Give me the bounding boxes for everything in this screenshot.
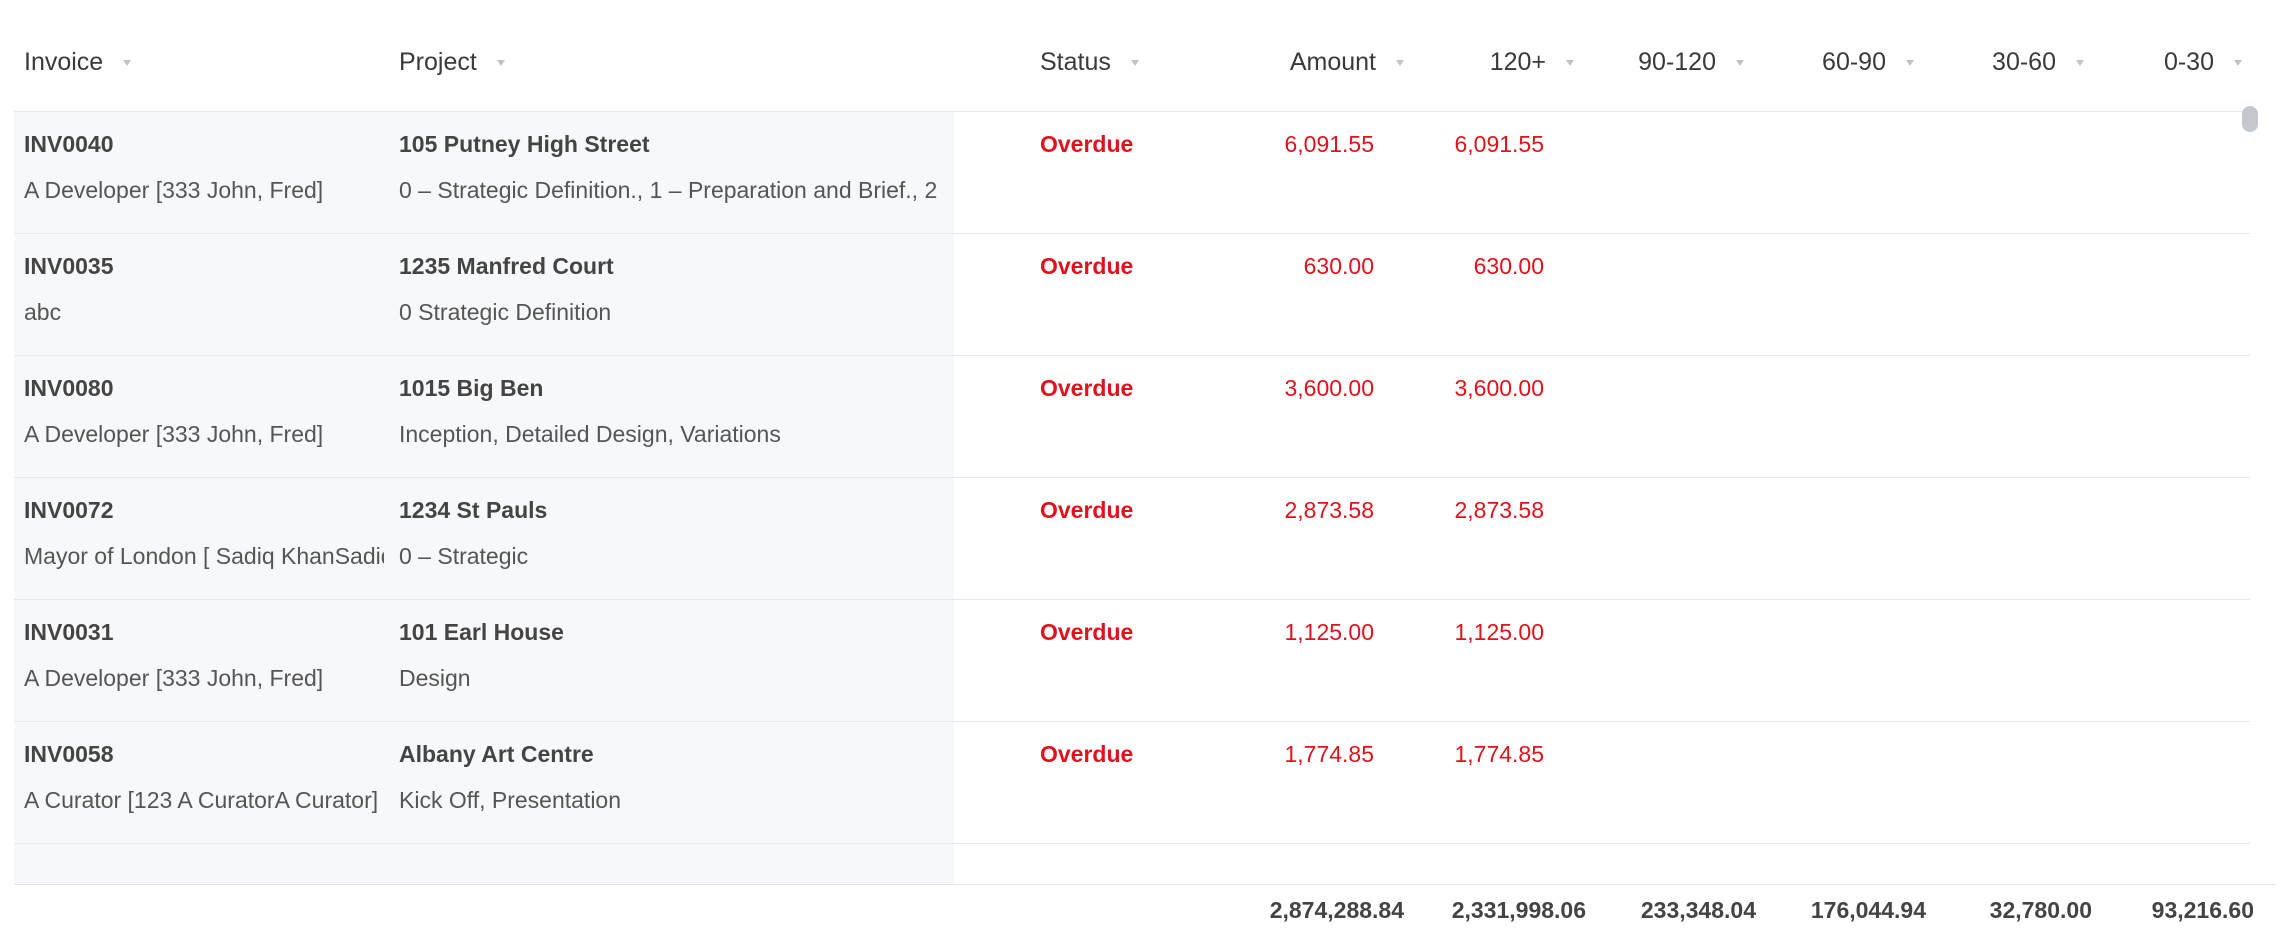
column-header-30-60-label: 30-60: [1992, 47, 2056, 76]
bucket-120-plus-value: 1,774.85: [1454, 741, 1544, 767]
amount-value: 1,125.00: [1284, 619, 1374, 645]
column-header-invoice[interactable]: Invoice: [24, 44, 132, 80]
sort-icon[interactable]: [1130, 60, 1139, 66]
amount-value: 2,873.58: [1284, 497, 1374, 523]
project-stages: 0 – Strategic: [399, 543, 529, 569]
column-header-status-label: Status: [1040, 47, 1111, 76]
table-body: INV0040 A Developer [333 John, Fred] 105…: [14, 112, 2250, 844]
project-name[interactable]: 105 Putney High Street: [399, 131, 650, 157]
bucket-120-plus-value: 1,125.00: [1454, 619, 1544, 645]
table-row[interactable]: INV0035 abc 1235 Manfred Court 0 Strateg…: [14, 234, 2250, 356]
client-name: A Curator [123 A CuratorA Curator]: [24, 787, 379, 813]
column-header-project[interactable]: Project: [399, 44, 505, 80]
totals-row: 2,874,288.84 2,331,998.06 233,348.04 176…: [14, 884, 2276, 940]
row-shade: [14, 600, 954, 721]
status-badge: Overdue: [1040, 253, 1134, 279]
bucket-120-plus-value: 3,600.00: [1454, 375, 1544, 401]
total-30-60: 32,780.00: [1989, 897, 2092, 923]
row-shade: [14, 234, 954, 355]
vertical-scrollbar-thumb[interactable]: [2242, 106, 2258, 132]
row-shade: [14, 356, 954, 477]
column-header-60-90-label: 60-90: [1822, 47, 1886, 76]
project-name[interactable]: Albany Art Centre: [399, 741, 594, 767]
status-badge: Overdue: [1040, 741, 1134, 767]
status-badge: Overdue: [1040, 131, 1134, 157]
invoice-number[interactable]: INV0031: [24, 619, 114, 645]
amount-value: 6,091.55: [1284, 131, 1374, 157]
sort-icon[interactable]: [496, 60, 505, 66]
table-row[interactable]: INV0080 A Developer [333 John, Fred] 101…: [14, 356, 2250, 478]
sort-icon[interactable]: [1566, 60, 1574, 66]
project-name[interactable]: 1235 Manfred Court: [399, 253, 614, 279]
aged-receivables-table: Invoice Project Status Amount 120+ 90-12…: [14, 0, 2276, 940]
sort-icon[interactable]: [2076, 60, 2084, 66]
amount-value: 630.00: [1303, 253, 1374, 279]
sort-icon[interactable]: [2234, 60, 2242, 66]
amount-value: 3,600.00: [1284, 375, 1374, 401]
status-badge: Overdue: [1040, 375, 1134, 401]
project-stages: Design: [399, 665, 471, 691]
total-0-30: 93,216.60: [2151, 897, 2254, 923]
invoice-number[interactable]: INV0072: [24, 497, 114, 523]
row-shade: [14, 722, 954, 843]
column-header-90-120[interactable]: 90-120: [1584, 44, 1744, 80]
client-name: abc: [24, 299, 62, 325]
client-name: A Developer [333 John, Fred]: [24, 421, 324, 447]
project-stages: 0 Strategic Definition: [399, 299, 612, 325]
column-header-amount-label: Amount: [1289, 47, 1376, 76]
row-shade: [14, 478, 954, 599]
column-header-30-60[interactable]: 30-60: [1924, 44, 2084, 80]
sort-icon[interactable]: [123, 60, 132, 66]
bucket-120-plus-value: 6,091.55: [1454, 131, 1544, 157]
table-row[interactable]: INV0031 A Developer [333 John, Fred] 101…: [14, 600, 2250, 722]
amount-value: 1,774.85: [1284, 741, 1374, 767]
column-header-0-30[interactable]: 0-30: [2094, 44, 2242, 80]
table-header: Invoice Project Status Amount 120+ 90-12…: [14, 0, 2250, 112]
total-amount: 2,874,288.84: [1269, 897, 1404, 923]
column-header-120-plus[interactable]: 120+: [1414, 44, 1574, 80]
project-stages: 0 – Strategic Definition., 1 – Preparati…: [399, 177, 938, 203]
column-header-60-90[interactable]: 60-90: [1754, 44, 1914, 80]
invoice-number[interactable]: INV0035: [24, 253, 114, 279]
project-name[interactable]: 101 Earl House: [399, 619, 564, 645]
column-header-amount[interactable]: Amount: [1194, 44, 1404, 80]
invoice-number[interactable]: INV0058: [24, 741, 114, 767]
project-name[interactable]: 1015 Big Ben: [399, 375, 544, 401]
total-60-90: 176,044.94: [1810, 897, 1926, 923]
project-stages: Inception, Detailed Design, Variations: [399, 421, 781, 447]
bucket-120-plus-value: 630.00: [1473, 253, 1544, 279]
invoice-number[interactable]: INV0080: [24, 375, 114, 401]
client-name: A Developer [333 John, Fred]: [24, 177, 324, 203]
total-90-120: 233,348.04: [1640, 897, 1756, 923]
table-row[interactable]: INV0058 A Curator [123 A CuratorA Curato…: [14, 722, 2250, 844]
column-header-status[interactable]: Status: [1040, 44, 1139, 80]
project-name[interactable]: 1234 St Pauls: [399, 497, 548, 523]
row-shade: [14, 844, 954, 884]
table-row[interactable]: INV0072 Mayor of London [ Sadiq KhanSadi…: [14, 478, 2250, 600]
column-header-0-30-label: 0-30: [2163, 47, 2214, 76]
table-row[interactable]: INV0040 A Developer [333 John, Fred] 105…: [14, 112, 2250, 234]
column-header-90-120-label: 90-120: [1638, 47, 1716, 76]
column-header-invoice-label: Invoice: [24, 47, 104, 76]
bucket-120-plus-value: 2,873.58: [1454, 497, 1544, 523]
column-header-120-plus-label: 120+: [1489, 47, 1546, 76]
row-shade: [14, 112, 954, 233]
status-badge: Overdue: [1040, 619, 1134, 645]
project-stages: Kick Off, Presentation: [399, 787, 622, 813]
sort-icon[interactable]: [1736, 60, 1744, 66]
client-name: A Developer [333 John, Fred]: [24, 665, 324, 691]
sort-icon[interactable]: [1396, 60, 1404, 66]
status-badge: Overdue: [1040, 497, 1134, 523]
client-name: Mayor of London [ Sadiq KhanSadiq Khan]: [24, 543, 384, 569]
column-header-project-label: Project: [399, 47, 477, 76]
sort-icon[interactable]: [1906, 60, 1914, 66]
invoice-number[interactable]: INV0040: [24, 131, 114, 157]
total-120-plus: 2,331,998.06: [1451, 897, 1586, 923]
